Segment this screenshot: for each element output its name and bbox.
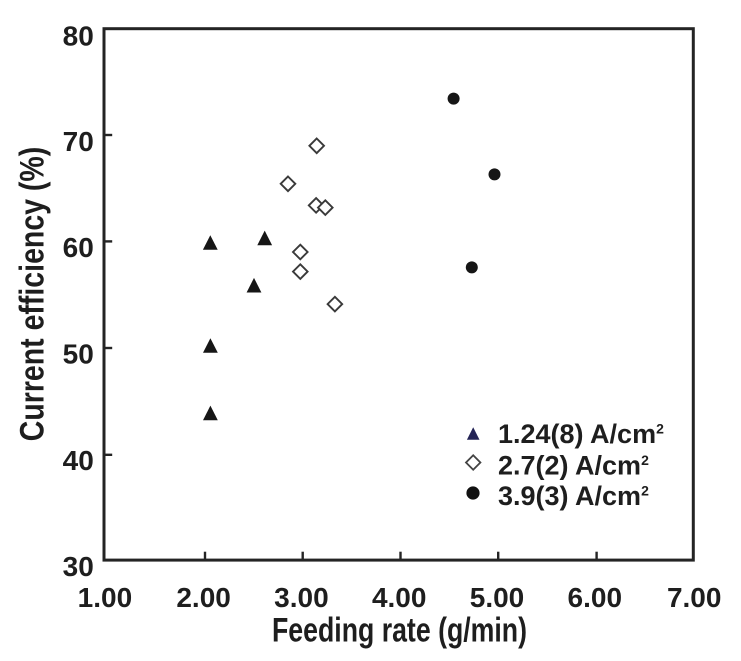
svg-text:80: 80	[63, 21, 94, 52]
svg-text:4.00: 4.00	[372, 582, 427, 613]
svg-text:30: 30	[63, 551, 94, 582]
svg-text:50: 50	[63, 339, 94, 370]
svg-text:1.00: 1.00	[78, 582, 133, 613]
svg-text:2.7(2) A/cm2: 2.7(2) A/cm2	[498, 450, 649, 480]
svg-text:5.00: 5.00	[470, 582, 525, 613]
svg-text:Feeding rate (g/min): Feeding rate (g/min)	[272, 611, 527, 649]
svg-text:2.00: 2.00	[176, 582, 231, 613]
svg-text:3.00: 3.00	[274, 582, 329, 613]
svg-text:7.00: 7.00	[667, 582, 722, 613]
svg-text:70: 70	[63, 126, 94, 157]
svg-text:Current efficiency (%): Current efficiency (%)	[14, 147, 52, 442]
svg-text:6.00: 6.00	[568, 582, 623, 613]
svg-text:1.24(8) A/cm2: 1.24(8) A/cm2	[498, 419, 664, 449]
svg-text:3.9(3) A/cm2: 3.9(3) A/cm2	[498, 481, 649, 511]
svg-text:40: 40	[63, 445, 94, 476]
svg-text:60: 60	[63, 232, 94, 263]
